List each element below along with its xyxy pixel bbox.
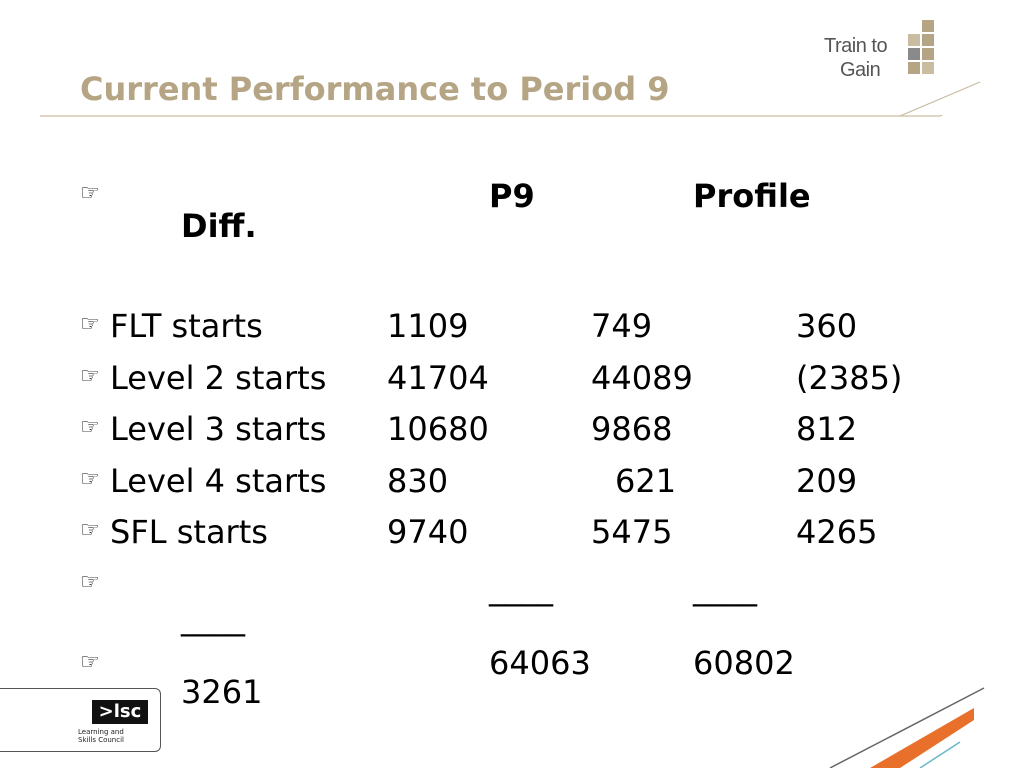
bullet-icon: ☞ <box>80 467 100 492</box>
row-diff: 209 <box>796 462 858 500</box>
separator-diff: ____ <box>181 599 245 637</box>
logo-line1: Train to <box>824 35 888 57</box>
bullet-icon: ☞ <box>80 518 100 543</box>
row-p9: 1109 <box>387 307 469 345</box>
row-label: SFL starts <box>110 513 268 551</box>
logo-line2: Gain <box>840 59 881 81</box>
lsc-logo-line2: Skills Council <box>78 736 124 744</box>
row-p9: 9740 <box>387 513 469 551</box>
bullet-icon: ☞ <box>80 312 100 337</box>
separator-p9: ____ <box>489 569 553 607</box>
total-diff: 3261 <box>181 673 263 711</box>
row-label: FLT starts <box>110 307 263 345</box>
lsc-logo-line1: Learning and <box>78 728 124 736</box>
row-p9: 10680 <box>387 410 489 448</box>
logo-blocks-icon <box>908 20 934 74</box>
row-profile: 621 <box>615 462 677 500</box>
row-diff: 812 <box>796 410 858 448</box>
lsc-logo-text: Learning and Skills Council <box>78 728 124 744</box>
bullet-icon: ☞ <box>80 181 100 206</box>
row-profile: 44089 <box>591 359 693 397</box>
row-diff: 360 <box>796 307 858 345</box>
row-p9: 830 <box>387 462 449 500</box>
separator-profile: ____ <box>693 569 757 607</box>
title-rule-tail <box>900 81 981 117</box>
lsc-logo-mark: >lsc <box>92 700 148 724</box>
header-profile: Profile <box>693 177 811 215</box>
header-p9: P9 <box>489 177 535 215</box>
row-label: Level 2 starts <box>110 359 327 397</box>
row-diff: (2385) <box>796 359 903 397</box>
title-underline <box>40 115 944 117</box>
bullet-icon: ☞ <box>80 570 100 595</box>
row-profile: 749 <box>591 307 653 345</box>
row-label: Level 4 starts <box>110 462 327 500</box>
bullet-icon: ☞ <box>80 415 100 440</box>
row-profile: 9868 <box>591 410 673 448</box>
row-label: Level 3 starts <box>110 410 327 448</box>
row-diff: 4265 <box>796 513 878 551</box>
bullet-icon: ☞ <box>80 650 100 675</box>
total-p9: 64063 <box>489 644 591 682</box>
total-profile: 60802 <box>693 644 795 682</box>
slide-title: Current Performance to Period 9 <box>80 70 670 108</box>
row-profile: 5475 <box>591 513 673 551</box>
header-diff: Diff. <box>181 207 257 245</box>
row-p9: 41704 <box>387 359 489 397</box>
bullet-icon: ☞ <box>80 364 100 389</box>
corner-stripes-decoration <box>829 687 985 768</box>
